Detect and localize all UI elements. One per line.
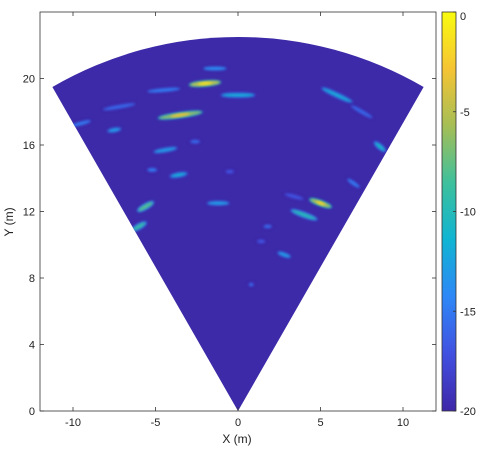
target-blob: [347, 178, 360, 188]
colorbar: 0 -5 -10 -15 -20: [441, 11, 476, 418]
target-blob: [263, 224, 272, 229]
target-blob: [225, 169, 234, 174]
target-blob: [147, 87, 181, 93]
axes: -10 -5 0 5 10 0 4 8 12 16 20: [23, 11, 437, 429]
target-blob: [207, 201, 229, 206]
y-tick-label: 12: [23, 207, 35, 219]
target-blob: [277, 251, 291, 258]
x-axis-label: X (m): [222, 432, 251, 446]
y-tick-label: 8: [29, 273, 35, 285]
y-axis-label: Y (m): [2, 207, 16, 236]
target-hotspot: [198, 82, 212, 85]
colorbar-tick-label: -10: [460, 207, 476, 219]
target-blob: [248, 282, 254, 287]
y-tick-label: 20: [23, 74, 35, 86]
x-tick-label: 0: [235, 417, 241, 429]
target-blob: [203, 66, 227, 71]
target-blob: [190, 139, 201, 144]
colorbar-tick-label: 0: [460, 11, 466, 23]
x-tick-label: -5: [151, 417, 161, 429]
target-blob: [350, 105, 373, 119]
y-tick-label: 4: [29, 340, 35, 352]
target-blob: [374, 142, 386, 152]
target-hotspot: [315, 201, 326, 206]
x-tick-label: -10: [65, 417, 81, 429]
colorbar-tick-label: -20: [460, 406, 476, 418]
x-tick-label: 10: [397, 417, 409, 429]
target-hotspot: [170, 113, 190, 117]
target-blob: [170, 172, 187, 178]
radar-sector: [52, 36, 424, 411]
colorbar-tick-label: -5: [460, 107, 470, 119]
target-blob: [71, 120, 91, 127]
target-blob: [154, 147, 177, 153]
y-tick-label: 0: [29, 406, 35, 418]
target-blob: [291, 209, 317, 220]
y-tick-label: 16: [23, 140, 35, 152]
targets-group: [70, 65, 387, 288]
target-blob: [322, 87, 352, 103]
plot-area: [52, 36, 424, 411]
target-blob: [256, 239, 266, 244]
target-blob: [221, 93, 255, 98]
colorbar-tick-label: -15: [460, 306, 476, 318]
target-blob: [132, 222, 146, 231]
target-blob: [138, 202, 153, 211]
target-blob: [102, 103, 136, 111]
target-blob: [107, 127, 121, 133]
target-blob: [147, 168, 158, 172]
x-tick-label: 5: [317, 417, 323, 429]
target-blob: [284, 193, 304, 200]
